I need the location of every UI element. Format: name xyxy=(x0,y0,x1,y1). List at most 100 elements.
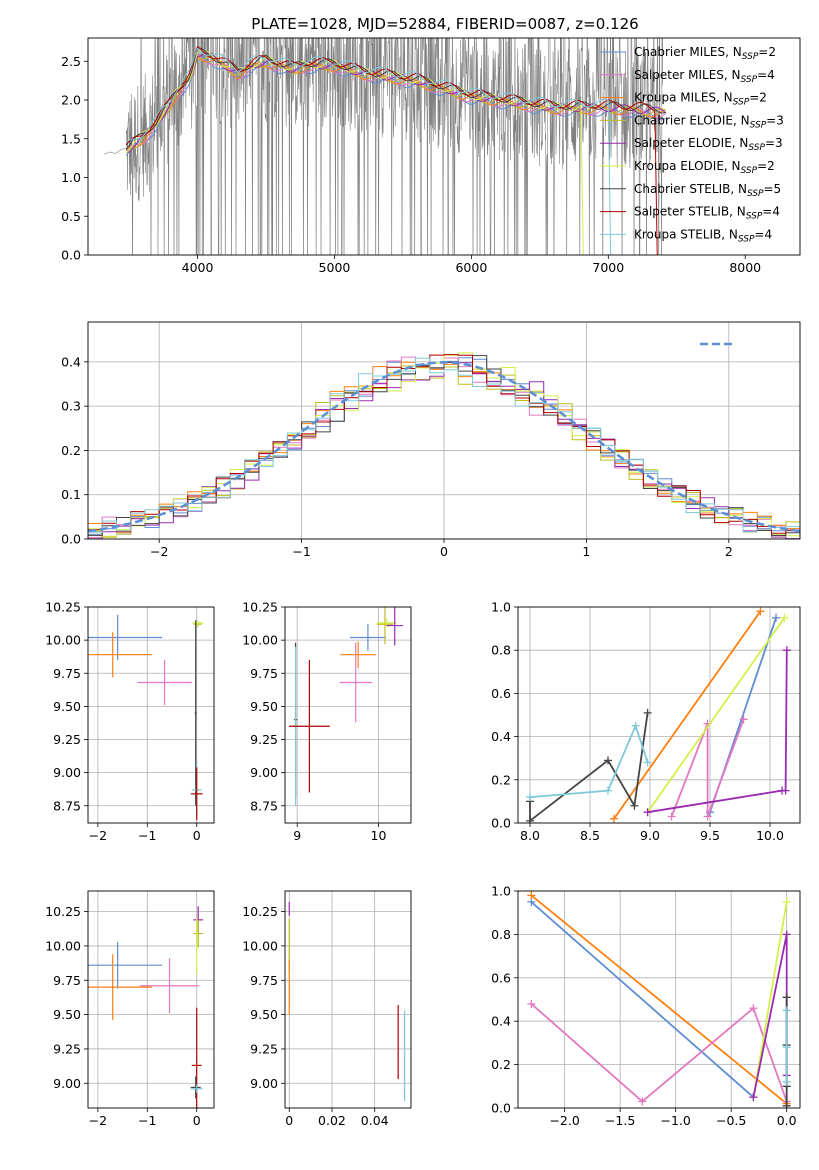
figure-title: PLATE=1028, MJD=52884, FIBERID=0087, z=0… xyxy=(251,15,638,33)
weight-marker-salpeter_elodie xyxy=(782,930,791,939)
weight-line-salpeter_miles xyxy=(530,1003,788,1103)
legend-sub: SSP xyxy=(741,166,758,176)
y-tick-label: 9.00 xyxy=(53,1076,81,1091)
weight-marker-kroupa_miles xyxy=(527,891,536,900)
y-tick-label: 0.6 xyxy=(491,686,511,701)
chart-spectrum: 4000 5000 6000 7000 8000 0.0 0.5 1.0 1.5 2.0 2.5 Ch… xyxy=(61,37,801,275)
legend-sub: SSP xyxy=(748,143,765,153)
weight-line-kroupa_elodie xyxy=(752,901,788,1098)
plot-area xyxy=(526,607,791,823)
plot-area xyxy=(88,614,204,821)
histogram-kroupa_stelib xyxy=(88,357,800,533)
y-tick-label: 0.2 xyxy=(491,772,511,787)
y-tick-label: 2.5 xyxy=(61,54,81,69)
weight-marker-salpeter_elodie xyxy=(749,1093,758,1102)
y-tick-label: 9.00 xyxy=(250,765,278,780)
legend-text: Kroupa ELODIE, N xyxy=(634,159,741,173)
y-tick-label: 10.00 xyxy=(242,633,278,648)
y-tick-label: 0.4 xyxy=(491,729,511,744)
weight-marker-chabrier_stelib xyxy=(630,801,639,810)
model-line-kroupa_elodie xyxy=(125,49,584,255)
y-tick-label: 9.50 xyxy=(53,699,81,714)
y-tick-label: 10.25 xyxy=(45,904,81,919)
x-tick-label: 6000 xyxy=(455,260,487,275)
legend-text: Kroupa STELIB, N xyxy=(634,227,738,241)
x-tick-label: 8000 xyxy=(729,260,761,275)
chart-age_vs_Z: −2 −1 0 8.75 9.00 9.25 9.50 9.75 10.00 10.25 xyxy=(45,600,215,843)
y-tick-label: 9.75 xyxy=(53,973,81,988)
weight-line-kroupa_miles xyxy=(530,894,788,1105)
x-tick-label: 0 xyxy=(285,1113,293,1128)
legend-label-salpeter_miles: Salpeter MILES, NSSP=4 xyxy=(634,68,775,85)
legend-label-chabrier_miles: Chabrier MILES, NSSP=2 xyxy=(634,45,776,62)
weight-marker-salpeter_miles xyxy=(703,812,712,821)
y-tick-label: 10.00 xyxy=(242,938,278,953)
weight-marker-salpeter_miles xyxy=(527,999,536,1008)
y-tick-label: 10.25 xyxy=(242,904,278,919)
y-tick-label: 1.5 xyxy=(61,131,81,146)
weight-marker-chabrier_stelib xyxy=(782,993,791,1002)
weight-marker-salpeter_elodie xyxy=(782,646,791,655)
legend-label-chabrier_elodie: Chabrier ELODIE, NSSP=3 xyxy=(634,113,784,130)
y-tick-label: 0.3 xyxy=(61,399,81,414)
panels: 4000 5000 6000 7000 8000 0.0 0.5 1.0 1.5 2.0 2.5 Ch… xyxy=(45,37,801,1128)
axes-frame xyxy=(284,606,412,824)
y-tick-label: 9.50 xyxy=(250,699,278,714)
x-tick-label: 9 xyxy=(293,828,301,843)
chart-residuals: −2 −1 0 1 2 0.0 0.1 0.2 0.3 0.4 xyxy=(61,321,801,559)
legend-tail: =4 xyxy=(754,227,772,241)
legend-tail: =3 xyxy=(766,113,784,127)
y-tick-label: 9.25 xyxy=(53,1041,81,1056)
chart-mass_vs_Z: −2 −1 0 9.00 9.25 9.50 9.75 10.00 10.25 xyxy=(45,890,215,1128)
weight-line-kroupa_stelib xyxy=(529,723,649,798)
x-tick-label: 9.5 xyxy=(700,828,720,843)
axes-frame xyxy=(87,321,801,540)
legend-label-salpeter_elodie: Salpeter ELODIE, NSSP=3 xyxy=(634,136,783,153)
axes-frame xyxy=(87,37,801,256)
y-tick-label: 0.8 xyxy=(491,643,511,658)
legend-tail: =3 xyxy=(765,136,783,150)
legend: Chabrier MILES, NSSP=2 Salpeter MILES, NS… xyxy=(600,45,784,244)
weight-marker-chabrier_stelib xyxy=(782,1101,791,1108)
weight-marker-salpeter_miles xyxy=(749,1004,758,1013)
legend-tail: =2 xyxy=(758,45,776,59)
y-tick-label: 1.0 xyxy=(491,884,511,899)
x-tick-label: −2 xyxy=(150,544,168,559)
legend-tail: =5 xyxy=(764,182,782,196)
y-tick-label: 0.2 xyxy=(61,443,81,458)
x-tick-label: −1 xyxy=(138,828,156,843)
y-tick-label: 0.6 xyxy=(491,970,511,985)
y-tick-label: 10.25 xyxy=(45,600,81,615)
legend-label-kroupa_elodie: Kroupa ELODIE, NSSP=2 xyxy=(634,159,775,176)
weight-marker-salpeter_miles xyxy=(667,812,676,821)
y-tick-label: 0.0 xyxy=(61,532,81,547)
y-tick-label: 8.75 xyxy=(250,798,278,813)
weight-line-chabrier_stelib xyxy=(529,712,649,823)
x-tick-label: 0.0 xyxy=(777,1113,797,1128)
weight-marker-kroupa_stelib xyxy=(631,721,640,730)
x-tick-label: −2 xyxy=(89,1113,107,1128)
weight-marker-kroupa_stelib xyxy=(643,758,652,767)
legend-tail: =2 xyxy=(757,159,775,173)
legend-text: Salpeter STELIB, N xyxy=(634,205,746,219)
weight-marker-kroupa_stelib xyxy=(782,1043,791,1052)
legend-text: Kroupa MILES, N xyxy=(634,91,733,105)
y-tick-label: 9.25 xyxy=(250,732,278,747)
x-tick-label: 7000 xyxy=(592,260,624,275)
y-tick-label: 0.4 xyxy=(491,1014,511,1029)
weight-marker-kroupa_stelib xyxy=(782,1077,791,1086)
weight-line-kroupa_elodie xyxy=(646,617,786,813)
y-tick-label: 2.0 xyxy=(61,93,81,108)
x-tick-label: −1 xyxy=(138,1113,156,1128)
x-tick-label: 0.02 xyxy=(318,1113,346,1128)
y-tick-label: 8.75 xyxy=(53,798,81,813)
chart-weight_vs_age: 8.0 8.5 9.0 9.5 10.0 0.0 0.2 0.4 0.6 0.8 1.0 xyxy=(491,600,801,843)
y-tick-label: 0.0 xyxy=(61,248,81,263)
legend-sub: SSP xyxy=(741,75,758,85)
x-tick-label: 8.0 xyxy=(520,828,540,843)
x-tick-label: 0.04 xyxy=(361,1113,389,1128)
weight-marker-kroupa_stelib xyxy=(526,793,534,802)
plot-area xyxy=(88,352,800,539)
weight-marker-kroupa_stelib xyxy=(604,786,612,795)
y-tick-label: 9.50 xyxy=(250,1007,278,1022)
